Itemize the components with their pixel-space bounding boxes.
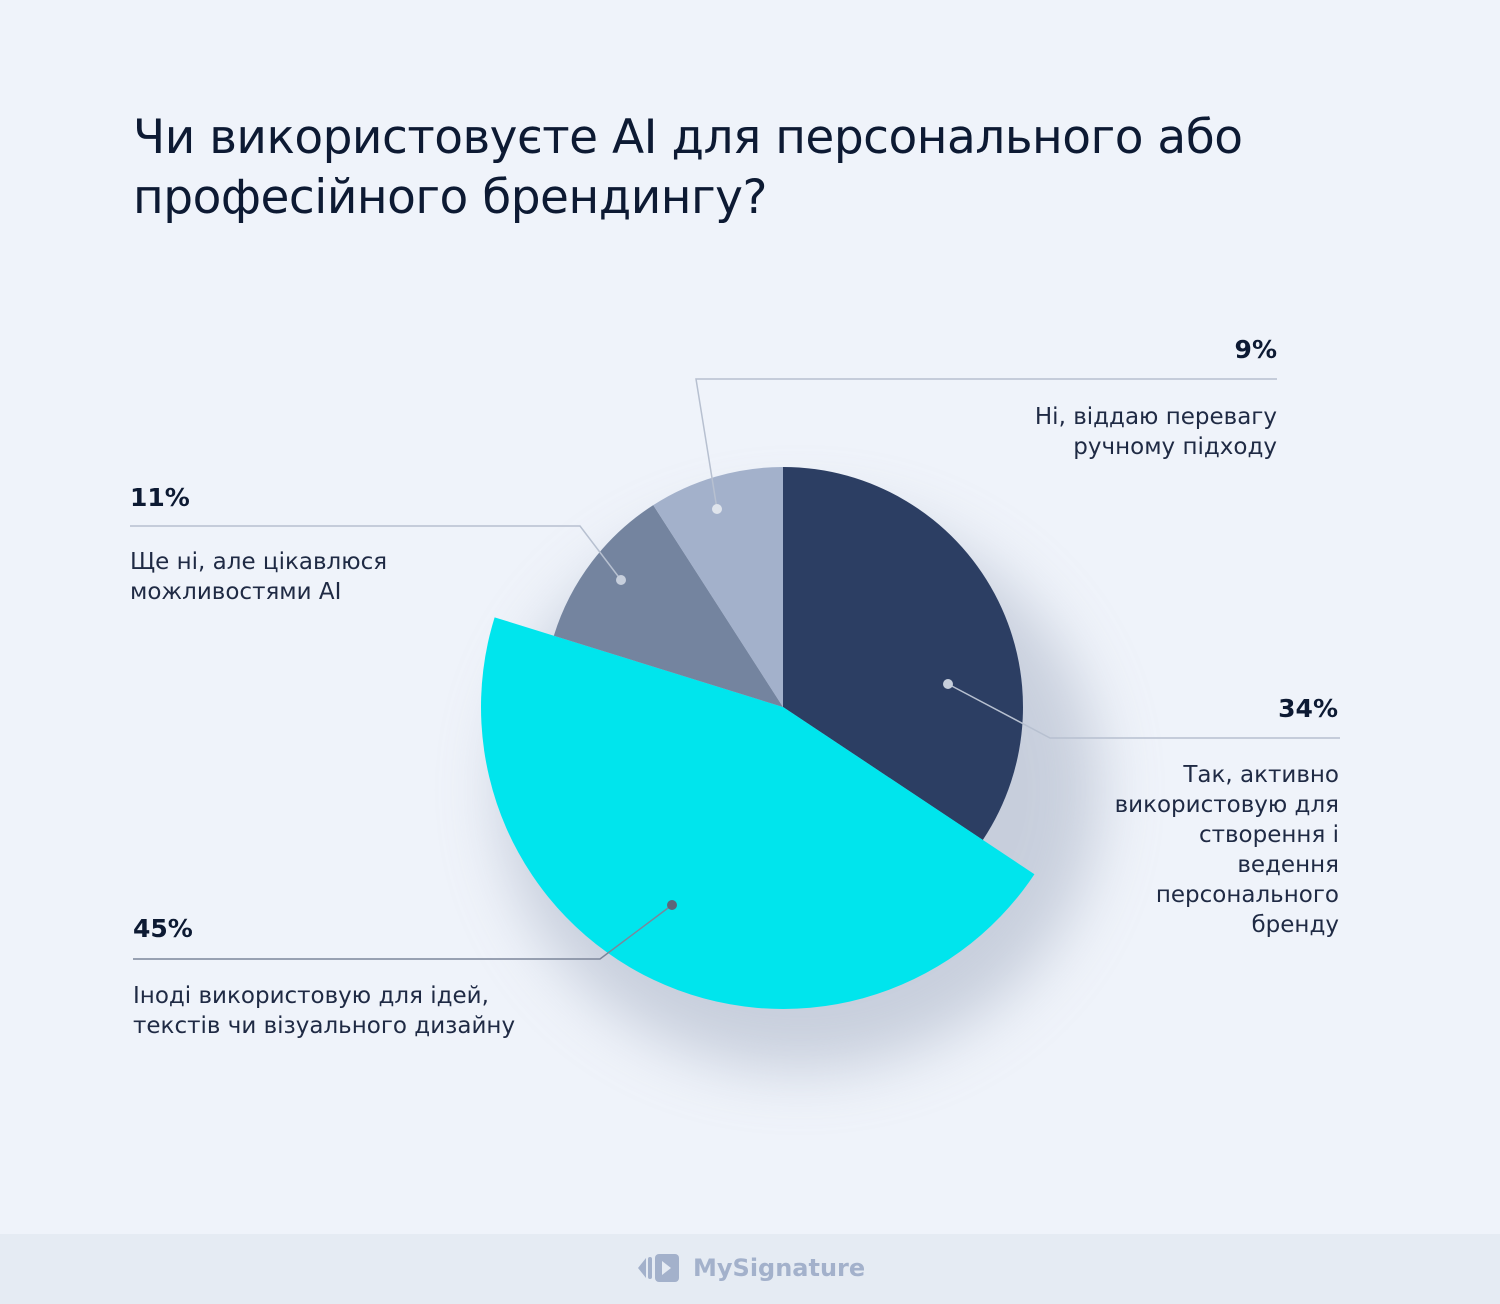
leader-lines bbox=[130, 378, 1340, 960]
data-label-45: 45% bbox=[133, 914, 193, 943]
leader-line-34 bbox=[947, 683, 1340, 739]
footer bbox=[0, 1234, 1500, 1304]
pie-slice-34 bbox=[783, 467, 1023, 840]
mysignature-logo-icon bbox=[638, 1254, 679, 1282]
data-label-9: 9% bbox=[1234, 335, 1277, 364]
legend-label-9: Ні, віддаю перевагу ручному підходу bbox=[1034, 404, 1277, 460]
pie-slice-11 bbox=[553, 505, 783, 707]
chart-title: Чи використовуєте AI для персонального а… bbox=[133, 110, 1243, 225]
legend-label-11: Ще ні, але цікавлюся можливостями AI bbox=[130, 549, 388, 605]
leader-dots bbox=[616, 504, 953, 910]
pie-slice-9 bbox=[653, 467, 783, 707]
dot-45 bbox=[667, 900, 677, 910]
brand-logo: MySignature bbox=[637, 1252, 865, 1284]
legend-label-34: Так, активно використовую для створення … bbox=[1114, 762, 1339, 938]
leader-line-45 bbox=[133, 904, 673, 960]
dot-11 bbox=[616, 575, 626, 585]
brand-name: MySignature bbox=[693, 1254, 866, 1282]
data-label-11: 11% bbox=[130, 483, 190, 512]
dot-9 bbox=[712, 504, 722, 514]
dot-34 bbox=[943, 679, 953, 689]
leader-line-11 bbox=[130, 525, 622, 581]
leader-line-9 bbox=[695, 378, 1277, 510]
legend-label-45: Іноді використовую для ідей, текстів чи … bbox=[133, 983, 516, 1039]
pie-slice-45 bbox=[481, 617, 1035, 1009]
data-label-34: 34% bbox=[1278, 694, 1338, 723]
